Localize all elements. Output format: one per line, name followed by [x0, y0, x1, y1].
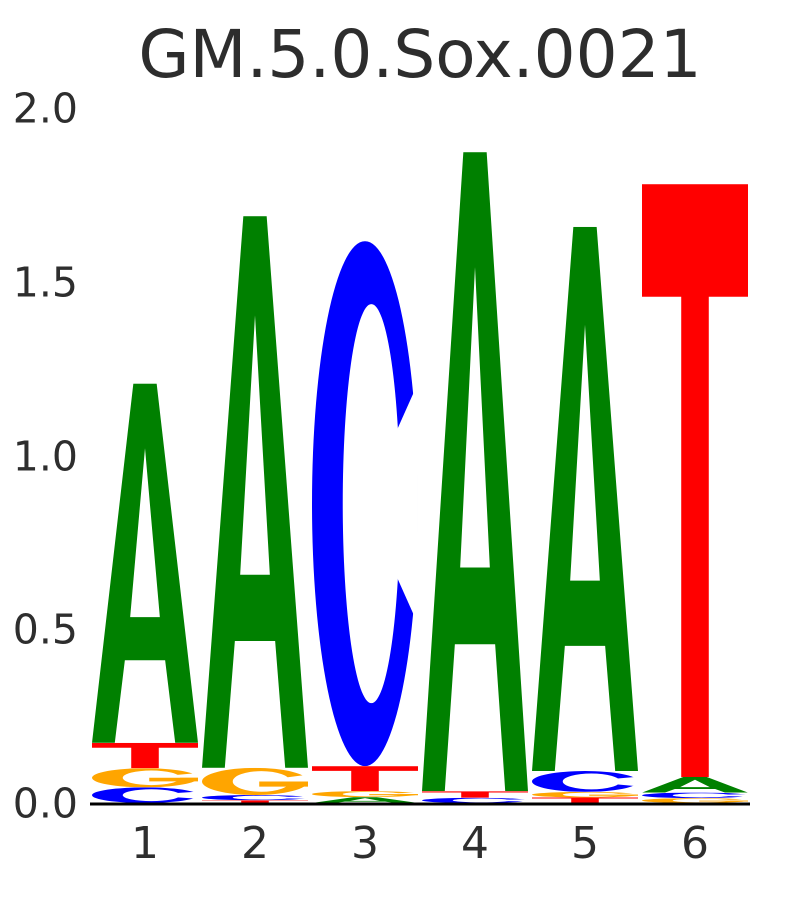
logo-letter-C-pos2	[202, 795, 308, 801]
logo-letter-T-pos4	[422, 791, 528, 798]
y-tick-label-0.5: 0.5	[12, 605, 78, 654]
logo-letter-T-pos6	[642, 184, 748, 777]
x-tick-label-2: 2	[241, 818, 269, 869]
logo-letter-G-pos2	[202, 767, 308, 796]
logo-letter-G-pos3	[312, 791, 418, 798]
x-axis-line	[90, 802, 750, 806]
logo-letter-T-pos3	[312, 766, 418, 792]
logo-letter-C-pos6	[642, 792, 748, 799]
logo-letter-C-pos5	[532, 771, 638, 792]
x-tick-label-4: 4	[461, 818, 489, 869]
x-tick-label-5: 5	[571, 818, 599, 869]
logo-letter-A-pos5	[532, 226, 638, 772]
logo-letter-A-pos1	[92, 383, 198, 743]
logo-letter-G-pos5	[532, 791, 638, 798]
y-tick-label-1.0: 1.0	[12, 432, 78, 480]
logo-letter-T-pos1	[92, 742, 198, 769]
logo-letter-C-pos3	[312, 241, 418, 767]
x-tick-label-6: 6	[681, 818, 709, 869]
x-tick-label-3: 3	[351, 818, 379, 869]
logo-letter-A-pos3	[312, 797, 418, 803]
sequence-logo-plot	[90, 152, 750, 806]
y-tick-label-1.5: 1.5	[12, 258, 78, 307]
logo-letter-G-pos6	[642, 798, 748, 803]
logo-letter-C-pos4	[422, 797, 528, 803]
logo-letter-T-pos5	[532, 797, 638, 803]
logo-letter-A-pos6	[642, 776, 748, 793]
y-tick-label-2.0: 2.0	[12, 84, 78, 133]
logo-letter-A-pos2	[202, 216, 308, 768]
logo-letter-G-pos1	[92, 768, 198, 788]
x-tick-label-1: 1	[131, 818, 159, 869]
chart-title: GM.5.0.Sox.0021	[138, 16, 702, 93]
logo-letter-T-pos2	[202, 800, 308, 803]
logo-letter-A-pos4	[422, 152, 528, 792]
logo-letter-C-pos1	[92, 787, 198, 803]
y-tick-label-0.0: 0.0	[12, 779, 78, 828]
